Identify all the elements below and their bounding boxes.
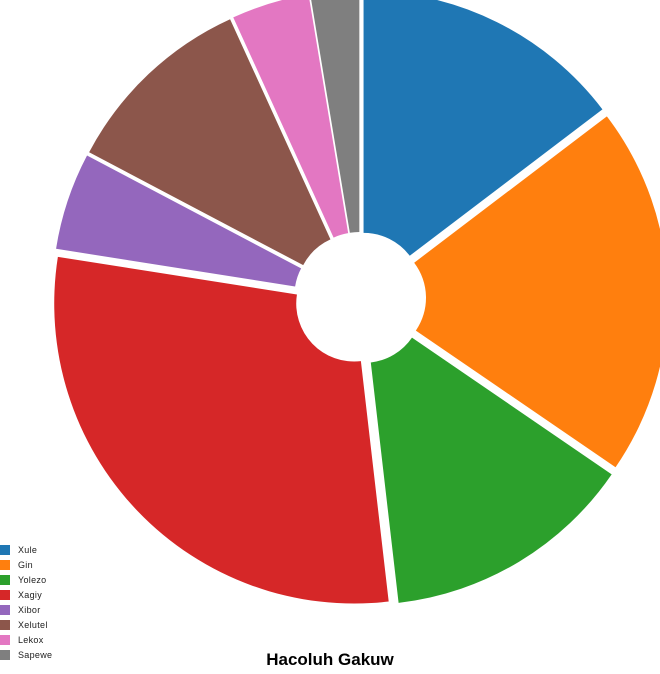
legend-label: Gin bbox=[18, 559, 33, 570]
legend-item: Xule bbox=[0, 542, 52, 557]
legend: Xule Gin Yolezo Xagiy Xibor Xelutel Lekox Sapew… bbox=[0, 542, 52, 662]
legend-label: Yolezo bbox=[18, 574, 47, 585]
legend-swatch bbox=[0, 604, 10, 615]
legend-label: Xagiy bbox=[18, 589, 43, 600]
legend-item: Xagiy bbox=[0, 587, 52, 602]
legend-item: Yolezo bbox=[0, 572, 52, 587]
chart-title: Hacoluh Gakuw bbox=[266, 650, 394, 669]
legend-swatch bbox=[0, 544, 10, 555]
legend-label: Lekox bbox=[18, 634, 44, 645]
legend-label: Sapewe bbox=[18, 649, 53, 660]
legend-swatch bbox=[0, 634, 10, 645]
legend-label: Xule bbox=[18, 544, 38, 555]
pie-slice-xelutel bbox=[89, 19, 331, 266]
pie-slice-xibor bbox=[56, 155, 302, 287]
legend-item: Lekox bbox=[0, 632, 52, 647]
pie-slice-xule bbox=[363, 0, 603, 256]
pie-slice-sapewe bbox=[311, 0, 360, 233]
pie-slice-gin bbox=[414, 116, 660, 468]
legend-swatch bbox=[0, 574, 10, 585]
legend-label: Xelutel bbox=[18, 619, 48, 630]
legend-item: Xelutel bbox=[0, 617, 52, 632]
legend-item: Xibor bbox=[0, 602, 52, 617]
pie-slice-yolezo bbox=[370, 337, 612, 603]
pie-slice-xagiy bbox=[54, 256, 389, 604]
legend-label: Xibor bbox=[18, 604, 41, 615]
legend-item: Gin bbox=[0, 557, 52, 572]
pie-slice-lekox bbox=[233, 0, 349, 238]
legend-item: Sapewe bbox=[0, 647, 52, 662]
pie-slices bbox=[54, 0, 660, 604]
legend-swatch bbox=[0, 559, 10, 570]
legend-swatch bbox=[0, 619, 10, 630]
legend-swatch bbox=[0, 649, 10, 660]
legend-swatch bbox=[0, 589, 10, 600]
